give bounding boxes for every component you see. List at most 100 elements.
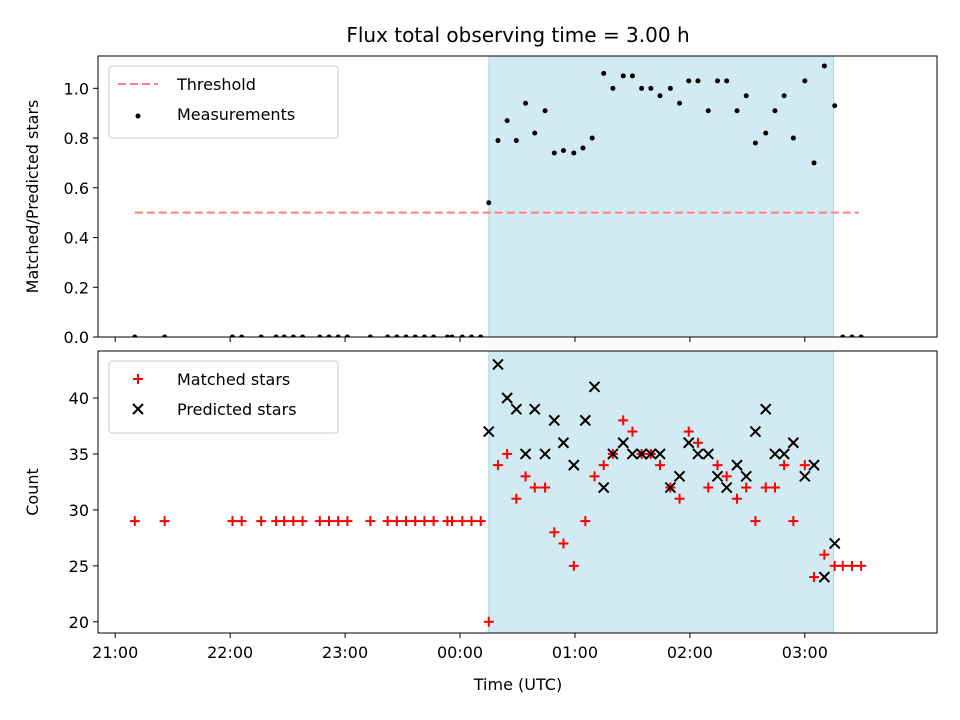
- data-point: [401, 516, 412, 527]
- data-point: [510, 403, 523, 415]
- data-point: [469, 334, 475, 337]
- data-point: [620, 73, 626, 79]
- data-point: [610, 85, 616, 91]
- data-point: [365, 516, 376, 527]
- data-point: [236, 516, 247, 527]
- y-tick-label: 0.6: [64, 179, 89, 198]
- data-point: [720, 481, 733, 494]
- data-point: [229, 334, 235, 337]
- data-point: [743, 93, 749, 99]
- data-point: [721, 471, 732, 482]
- data-point: [542, 108, 548, 114]
- x-tick-label: 00:00: [437, 643, 483, 662]
- data-point: [808, 459, 820, 471]
- data-point: [731, 459, 743, 471]
- data-point: [799, 460, 810, 471]
- data-point: [752, 140, 758, 146]
- data-point: [790, 135, 796, 141]
- data-point: [483, 425, 495, 438]
- data-point: [657, 93, 663, 99]
- data-point: [391, 516, 402, 527]
- data-point: [444, 334, 450, 337]
- data-point: [760, 482, 771, 493]
- y-tick-label: 1.0: [64, 79, 89, 98]
- data-point: [502, 448, 513, 459]
- data-point: [607, 448, 619, 460]
- data-point: [732, 493, 743, 504]
- x-axis-label: Time (UTC): [473, 675, 562, 694]
- data-point: [457, 516, 468, 527]
- legend-predicted-swatch: [132, 403, 144, 415]
- data-point: [811, 160, 817, 166]
- x-tick-label: 23:00: [322, 643, 368, 662]
- top-panel: 0.0 0.2 0.4 0.6 0.8 1.0 Matched/Predicted star…: [23, 55, 938, 347]
- y-tick-label: 0.0: [64, 328, 89, 347]
- data-point: [598, 460, 609, 471]
- data-point: [568, 560, 579, 571]
- data-point: [239, 334, 245, 337]
- data-point: [300, 334, 306, 337]
- axes-frame: [97, 55, 938, 338]
- data-point: [819, 549, 830, 560]
- data-point: [162, 334, 168, 337]
- data-point: [779, 460, 790, 471]
- data-point: [290, 334, 296, 337]
- data-point: [466, 516, 477, 527]
- data-point: [520, 471, 531, 482]
- chart-title: Flux total observing time = 3.00 h: [346, 23, 689, 47]
- y-axis-label: Count: [23, 468, 42, 516]
- data-point: [589, 471, 600, 482]
- data-point: [342, 516, 353, 527]
- data-point: [692, 437, 703, 448]
- data-point: [403, 334, 409, 337]
- data-point: [449, 334, 455, 337]
- data-point: [568, 459, 580, 471]
- data-point: [714, 78, 720, 84]
- data-point: [741, 482, 752, 493]
- data-point: [511, 493, 522, 504]
- legend-label: Matched stars: [177, 370, 290, 389]
- data-point: [549, 527, 560, 538]
- data-point: [428, 516, 439, 527]
- data-point: [635, 448, 648, 460]
- data-point: [519, 448, 532, 460]
- data-point: [475, 516, 486, 527]
- legend-matched-swatch: [133, 374, 143, 384]
- legend-item: Matched stars: [133, 370, 290, 389]
- data-point: [769, 482, 780, 493]
- data-point: [129, 516, 140, 527]
- bottom-panel: 20 25 30 35 40 Count 21:00 22:00 23:00 00:00 01:00…: [23, 350, 938, 662]
- data-point: [849, 334, 855, 337]
- data-point: [781, 93, 787, 99]
- data-point: [683, 437, 695, 449]
- data-point: [382, 516, 393, 527]
- data-point: [799, 470, 811, 483]
- data-point: [654, 448, 666, 460]
- series-predicted-stars: [483, 358, 841, 583]
- data-point: [686, 78, 692, 84]
- data-point: [601, 70, 607, 76]
- legend-item: Measurements: [135, 105, 295, 124]
- y-axis-label: Matched/Predicted stars: [23, 100, 42, 294]
- data-point: [734, 108, 740, 114]
- data-point: [655, 460, 666, 471]
- data-point: [159, 516, 170, 527]
- data-point: [712, 460, 723, 471]
- x-tick-label: 21:00: [92, 643, 138, 662]
- data-point: [695, 78, 701, 84]
- x-tick-label: 01:00: [552, 643, 598, 662]
- plot-area: [129, 351, 867, 633]
- data-point: [856, 560, 867, 571]
- data-point: [501, 392, 513, 404]
- observing-span: [488, 56, 835, 337]
- data-point: [529, 403, 541, 415]
- data-point: [711, 470, 724, 483]
- data-point: [846, 560, 857, 571]
- data-point: [692, 448, 704, 460]
- legend-label: Predicted stars: [177, 400, 297, 419]
- data-point: [478, 334, 484, 337]
- data-point: [492, 460, 503, 471]
- data-point: [588, 381, 601, 393]
- data-point: [258, 334, 264, 337]
